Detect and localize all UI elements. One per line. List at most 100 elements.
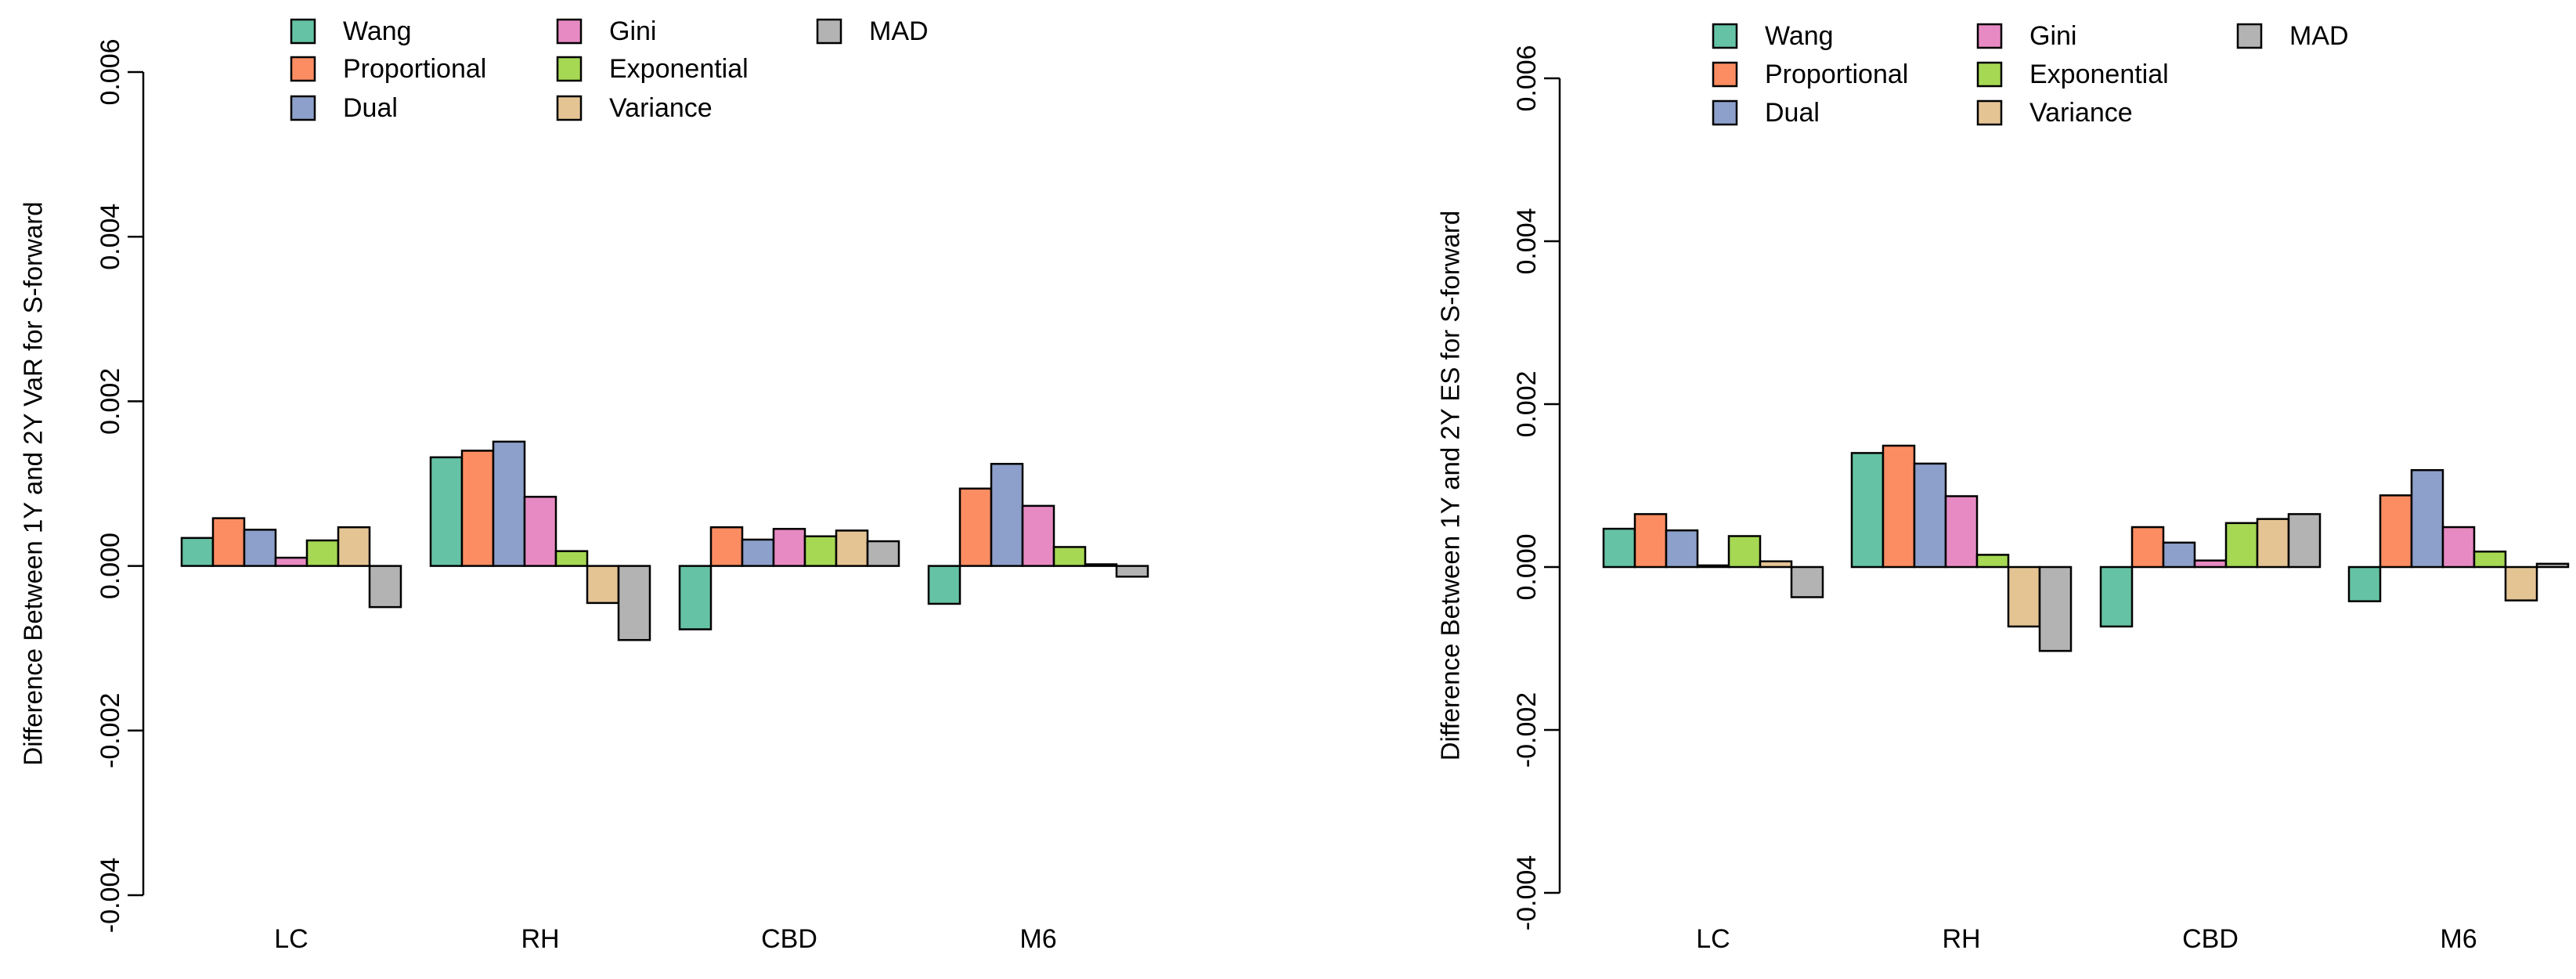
bar-m6-proportional (958, 487, 993, 567)
legend-swatch (556, 95, 583, 121)
legend-item: Gini (556, 16, 656, 46)
legend-item: Exponential (556, 54, 749, 84)
bar-m6-exponential (2473, 550, 2507, 569)
bar-lc-variance (1759, 560, 1793, 569)
legend-swatch (1712, 23, 1738, 49)
bar-rh-exponential (1975, 554, 2010, 569)
legend-swatch (556, 18, 583, 45)
y-tick-label: 0.004 (96, 204, 125, 270)
y-tick-label: -0.002 (1512, 692, 1542, 768)
legend-label: Proportional (343, 54, 486, 84)
legend-item: Wang (1712, 21, 1834, 51)
legend-item: Proportional (290, 54, 486, 84)
bars (180, 440, 1149, 641)
x-category-label: LC (274, 924, 308, 954)
bar-cbd-variance (2256, 518, 2290, 569)
bar-m6-wang (2347, 565, 2382, 602)
legend-item: Variance (1976, 98, 2133, 128)
legend-swatch (290, 95, 316, 121)
bar-rh-proportional (460, 450, 495, 567)
legend-label: MAD (2289, 21, 2349, 51)
bar-cbd-proportional (2130, 526, 2165, 569)
bar-lc-exponential (1727, 535, 1762, 569)
legend: Wang Proportional Dual Gini Exponential Varia… (290, 16, 929, 123)
legend-label: MAD (869, 16, 929, 46)
bar-lc-gini (274, 556, 308, 567)
legend-swatch (290, 56, 316, 82)
bar-cbd-wang (2099, 565, 2134, 628)
legend-swatch (290, 18, 316, 45)
legend-item: Proportional (1712, 60, 1908, 89)
bar-lc-dual (243, 529, 277, 567)
bar-m6-wang (927, 565, 961, 605)
bar-m6-proportional (2379, 494, 2413, 569)
legend-item: Variance (556, 93, 713, 123)
bar-rh-variance (586, 565, 620, 605)
bar-m6-exponential (1052, 546, 1087, 567)
bar-cbd-proportional (709, 526, 744, 567)
legend-swatch (816, 18, 842, 45)
bar-rh-mad (617, 565, 651, 641)
legend-label: Dual (343, 93, 398, 123)
bar-lc-dual (1665, 529, 1699, 569)
legend-item: Dual (1712, 98, 1820, 128)
y-tick-label: -0.004 (96, 858, 125, 933)
legend-item: Dual (290, 93, 398, 123)
chart-panel-es: -0.004 -0.002 0.000 0.002 0.004 0.006 Differen… (1436, 21, 2570, 954)
bar-lc-exponential (305, 539, 340, 567)
legend-swatch (556, 56, 583, 82)
bar-rh-gini (1944, 495, 1979, 569)
legend-item: MAD (816, 16, 929, 46)
bar-cbd-mad (866, 540, 900, 567)
legend-label: Variance (609, 93, 713, 123)
x-category-label: CBD (2182, 924, 2239, 954)
bar-lc-proportional (211, 517, 246, 567)
bar-m6-mad (2535, 562, 2570, 569)
legend-label: Exponential (609, 54, 749, 84)
bar-m6-dual (2410, 468, 2444, 569)
legend-item: MAD (2236, 21, 2349, 51)
bar-cbd-mad (2287, 513, 2322, 569)
y-axis: -0.004 -0.002 0.000 0.002 0.004 0.006 (1512, 45, 1561, 930)
legend-item: Wang (290, 16, 412, 46)
y-tick-label: 0.002 (96, 368, 125, 435)
x-category-label: LC (1696, 924, 1730, 954)
y-tick-label: -0.002 (96, 693, 125, 768)
bar-m6-variance (2504, 565, 2538, 601)
bar-lc-wang (180, 536, 215, 567)
bars (1602, 444, 2570, 652)
y-tick-label: -0.004 (1512, 855, 1542, 930)
y-tick-label: 0.000 (96, 533, 125, 599)
bar-cbd-dual (2162, 541, 2196, 569)
bar-m6-gini (2441, 526, 2476, 569)
x-category-label: CBD (761, 924, 817, 954)
y-tick-label: 0.006 (1512, 45, 1542, 111)
y-axis: -0.004 -0.002 0.000 0.002 0.004 0.006 (96, 38, 145, 933)
legend: Wang Proportional Dual Gini Exponential Varia… (1712, 21, 2349, 128)
x-category-label: RH (521, 924, 559, 954)
legend-swatch (1976, 99, 2003, 126)
bar-cbd-gini (772, 528, 806, 567)
legend-label: Exponential (2029, 60, 2169, 89)
bar-lc-mad (368, 565, 402, 609)
bar-rh-dual (1913, 462, 1947, 569)
bar-cbd-exponential (2224, 522, 2259, 569)
legend-label: Dual (1765, 98, 1820, 128)
bar-rh-gini (523, 496, 557, 567)
legend-item: Gini (1976, 21, 2076, 51)
legend-label: Proportional (1765, 60, 1908, 89)
bar-cbd-gini (2193, 559, 2228, 569)
bar-rh-mad (2038, 565, 2073, 652)
chart-panel-var: -0.004 -0.002 0.000 0.002 0.004 0.006 Differen… (19, 16, 1149, 954)
legend-label: Wang (1765, 21, 1834, 51)
x-category-label: RH (1942, 924, 1980, 954)
y-tick-label: 0.006 (96, 38, 125, 105)
legend-swatch (1712, 61, 1738, 88)
bar-cbd-variance (835, 529, 869, 567)
bar-m6-gini (1021, 504, 1055, 567)
legend-swatch (1976, 23, 2003, 49)
bar-rh-wang (1850, 452, 1885, 569)
bar-cbd-dual (741, 538, 775, 567)
bar-cbd-wang (678, 565, 713, 630)
